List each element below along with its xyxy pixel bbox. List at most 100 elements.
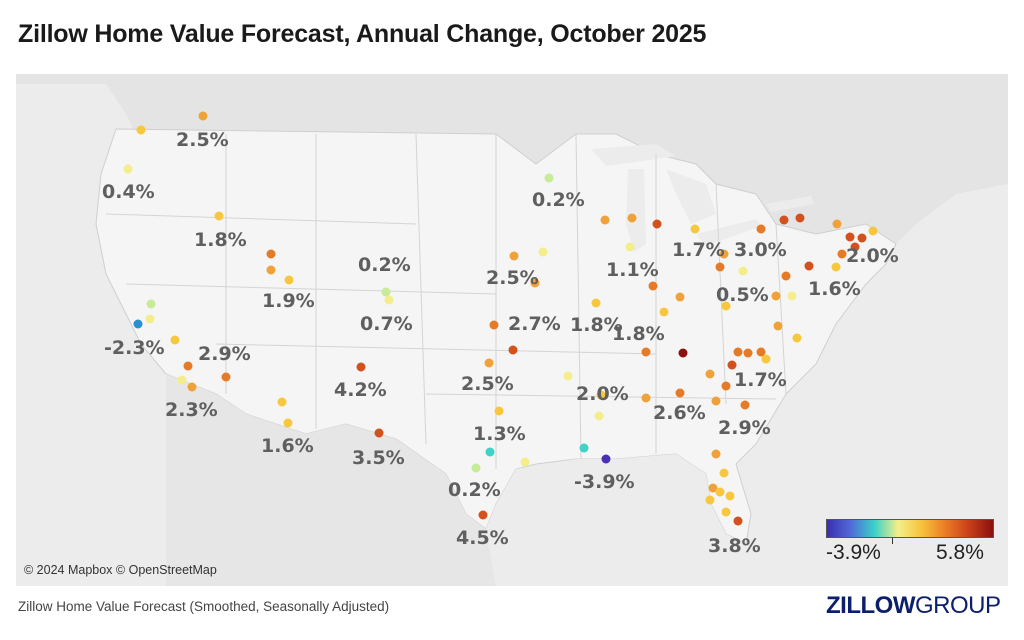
metro-point[interactable] [266, 249, 276, 259]
metro-point[interactable] [868, 226, 878, 236]
metro-point[interactable] [145, 314, 155, 324]
metro-point[interactable] [652, 219, 662, 229]
metro-point[interactable] [596, 390, 606, 400]
logo-word-group: GROUP [914, 592, 1001, 619]
metro-point[interactable] [627, 213, 637, 223]
metro-point[interactable] [136, 125, 146, 135]
metro-point[interactable] [594, 411, 604, 421]
metro-point[interactable] [221, 372, 231, 382]
metro-point[interactable] [170, 335, 180, 345]
metro-point[interactable] [356, 362, 366, 372]
metro-point[interactable] [675, 388, 685, 398]
metro-point[interactable] [675, 292, 685, 302]
metro-point[interactable] [177, 375, 187, 385]
metro-point[interactable] [740, 400, 750, 410]
metro-point[interactable] [831, 262, 841, 272]
metro-point[interactable] [591, 298, 601, 308]
metro-point[interactable] [733, 516, 743, 526]
metro-point[interactable] [494, 406, 504, 416]
metro-point[interactable] [538, 247, 548, 257]
metro-point[interactable] [690, 224, 700, 234]
map-label: 1.3% [473, 423, 526, 445]
metro-point[interactable] [715, 487, 725, 497]
metro-point[interactable] [198, 111, 208, 121]
metro-point[interactable] [743, 348, 753, 358]
metro-points[interactable] [123, 111, 878, 526]
map-label: 0.2% [358, 254, 411, 276]
metro-point[interactable] [771, 291, 781, 301]
metro-point[interactable] [756, 347, 766, 357]
metro-point[interactable] [508, 345, 518, 355]
metro-point[interactable] [374, 428, 384, 438]
metro-point[interactable] [648, 281, 658, 291]
metro-point[interactable] [725, 491, 735, 501]
metro-point[interactable] [600, 215, 610, 225]
metro-point[interactable] [721, 301, 731, 311]
map-label: 1.6% [808, 278, 861, 300]
map-canvas[interactable]: 2.5% 0.4% 1.8% 1.9% 0.2% 0.7% -2.3% 2.9%… [16, 74, 1008, 586]
metro-point[interactable] [678, 348, 688, 358]
metro-point[interactable] [183, 361, 193, 371]
metro-point[interactable] [733, 347, 743, 357]
metro-point[interactable] [471, 463, 481, 473]
metro-point[interactable] [708, 483, 718, 493]
metro-point[interactable] [792, 333, 802, 343]
metro-point[interactable] [277, 397, 287, 407]
metro-point[interactable] [509, 251, 519, 261]
metro-point[interactable] [284, 275, 294, 285]
metro-point[interactable] [579, 443, 589, 453]
metro-point[interactable] [530, 278, 540, 288]
metro-point[interactable] [795, 213, 805, 223]
metro-point[interactable] [715, 262, 725, 272]
metro-point[interactable] [187, 382, 197, 392]
metro-point[interactable] [738, 266, 748, 276]
metro-point[interactable] [756, 224, 766, 234]
metro-point[interactable] [719, 249, 729, 259]
metro-point[interactable] [520, 457, 530, 467]
metro-point[interactable] [787, 291, 797, 301]
map-label: 2.7% [508, 313, 561, 335]
metro-point[interactable] [779, 215, 789, 225]
metro-point[interactable] [837, 249, 847, 259]
metro-point[interactable] [544, 173, 554, 183]
metro-point[interactable] [601, 454, 611, 464]
metro-point[interactable] [850, 242, 860, 252]
metro-point[interactable] [721, 381, 731, 391]
metro-point[interactable] [489, 320, 499, 330]
metro-point[interactable] [705, 495, 715, 505]
map-label: 0.2% [532, 189, 585, 211]
metro-point[interactable] [761, 354, 771, 364]
zillow-group-logo[interactable]: ZILLOWGROUP [826, 592, 1001, 620]
metro-point[interactable] [485, 447, 495, 457]
metro-point[interactable] [214, 211, 224, 221]
metro-point[interactable] [563, 371, 573, 381]
metro-point[interactable] [773, 321, 783, 331]
map-label: 1.8% [612, 323, 665, 345]
metro-point[interactable] [804, 261, 814, 271]
metro-point[interactable] [721, 507, 731, 517]
metro-point[interactable] [641, 347, 651, 357]
metro-point[interactable] [146, 299, 156, 309]
metro-point[interactable] [478, 510, 488, 520]
metro-point[interactable] [625, 242, 635, 252]
metro-point[interactable] [719, 468, 729, 478]
metro-point[interactable] [845, 232, 855, 242]
metro-point[interactable] [832, 219, 842, 229]
metro-point[interactable] [641, 393, 651, 403]
metro-point[interactable] [384, 295, 394, 305]
metro-point[interactable] [711, 396, 721, 406]
map-svg[interactable]: 2.5% 0.4% 1.8% 1.9% 0.2% 0.7% -2.3% 2.9%… [16, 74, 1008, 586]
metro-point[interactable] [133, 319, 143, 329]
metro-point[interactable] [123, 164, 133, 174]
metro-point[interactable] [381, 287, 391, 297]
metro-point[interactable] [781, 271, 791, 281]
metro-point[interactable] [727, 360, 737, 370]
metro-point[interactable] [705, 369, 715, 379]
map-label: 2.5% [461, 373, 514, 395]
metro-point[interactable] [283, 418, 293, 428]
metro-point[interactable] [857, 233, 867, 243]
metro-point[interactable] [484, 358, 494, 368]
metro-point[interactable] [659, 307, 669, 317]
metro-point[interactable] [711, 449, 721, 459]
metro-point[interactable] [266, 265, 276, 275]
